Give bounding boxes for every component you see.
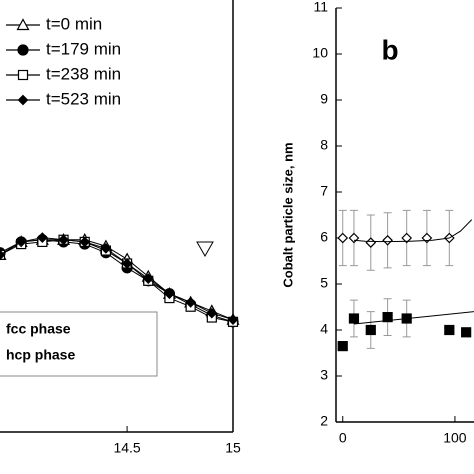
marker — [16, 18, 30, 31]
marker — [17, 69, 29, 81]
marker — [15, 236, 27, 248]
panel-label: b — [381, 34, 398, 65]
marker — [37, 232, 48, 243]
y-tick-label: 2 — [320, 413, 328, 429]
y-tick-label: 9 — [320, 91, 328, 107]
marker — [164, 288, 175, 300]
series-line — [0, 239, 234, 323]
y-tick-label: 11 — [313, 0, 328, 15]
marker — [348, 232, 360, 244]
marker — [17, 44, 29, 56]
legend-label: t=0 min — [46, 14, 102, 33]
series-line — [0, 239, 234, 321]
marker — [206, 307, 218, 319]
marker — [365, 237, 377, 248]
marker — [382, 234, 393, 246]
marker — [444, 324, 455, 336]
marker — [58, 234, 69, 246]
marker — [185, 297, 196, 308]
marker — [382, 312, 393, 323]
y-tick-label: 4 — [320, 321, 328, 337]
annotation: hcp phase — [6, 347, 75, 363]
marker — [401, 232, 413, 244]
marker — [227, 314, 239, 326]
legend-label: t=179 min — [46, 39, 121, 58]
marker — [0, 249, 6, 261]
annotation: fcc phase — [6, 321, 71, 337]
y-tick-label: 7 — [320, 183, 328, 199]
y-axis-label: Cobalt particle size, nm — [280, 142, 295, 287]
x-tick-label: 15 — [225, 440, 241, 456]
marker — [121, 258, 133, 269]
marker — [100, 243, 112, 254]
x-tick-label: 100 — [443, 430, 467, 446]
annotation-box — [0, 311, 158, 377]
marker — [142, 273, 154, 284]
marker — [337, 232, 349, 244]
y-tick-label: 3 — [320, 367, 328, 383]
y-tick-label: 10 — [312, 45, 328, 61]
fit-line — [353, 219, 473, 243]
series-line — [0, 239, 234, 323]
y-tick-label: 6 — [320, 229, 328, 245]
peak-marker — [196, 241, 214, 258]
y-tick-label: 8 — [320, 137, 328, 153]
marker — [365, 324, 376, 336]
marker — [79, 236, 91, 248]
marker — [348, 313, 360, 324]
legend-label: t=523 min — [46, 89, 121, 108]
marker — [17, 94, 29, 106]
x-tick-label: 14.5 — [113, 440, 140, 456]
x-tick-label: 0 — [339, 430, 347, 446]
marker — [337, 341, 348, 352]
y-tick-label: 5 — [320, 275, 328, 291]
legend-label: t=238 min — [46, 64, 121, 83]
marker — [461, 327, 472, 338]
series-line — [0, 237, 234, 321]
fit-line — [353, 311, 474, 325]
